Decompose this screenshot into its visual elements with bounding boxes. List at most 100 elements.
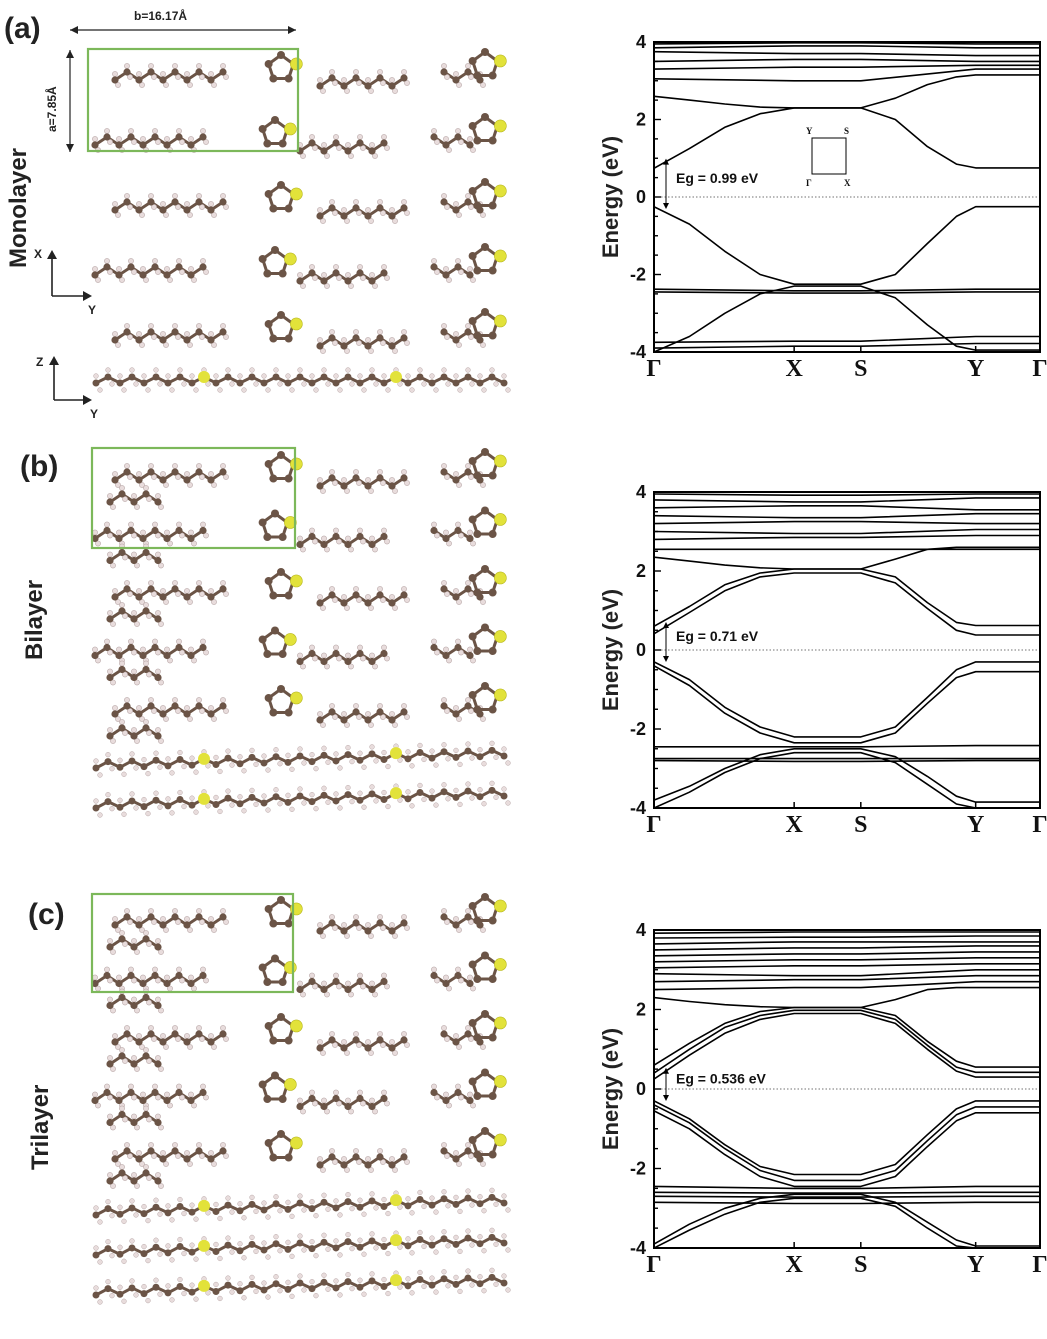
band-line-cb5	[654, 58, 1040, 63]
y-tick-label: -4	[630, 798, 646, 818]
band-line-cb10	[654, 951, 1040, 957]
band-line-cb5	[654, 534, 1040, 541]
panel-label-c: (c)	[28, 898, 65, 931]
band-line-cb4	[654, 986, 1040, 1009]
y-axis-title: Energy (eV)	[598, 1028, 623, 1150]
band-line-cb3	[654, 68, 1040, 82]
band-line-cb1	[654, 107, 1040, 169]
band-line-cb6	[654, 50, 1040, 57]
band-line-vb1	[654, 1100, 1040, 1176]
structure-top-view-2	[90, 892, 507, 1189]
band-line-cb6	[654, 528, 1040, 535]
axis-y2-label: Y	[90, 407, 98, 421]
lattice-b-arrow	[70, 26, 296, 34]
band-line-vb1	[654, 661, 1040, 738]
kpoint-label: Γ	[646, 356, 661, 382]
lattice-b-label: b=16.17Å	[134, 8, 187, 23]
band-line-cb2	[654, 74, 1040, 109]
y-tick-label: 0	[636, 187, 646, 207]
y-tick-label: -2	[630, 719, 646, 739]
band-line-vb8	[654, 1195, 1040, 1198]
band-line-cb9	[654, 956, 1040, 963]
structure-side-view-0	[92, 367, 511, 393]
band-line-vb2	[654, 1104, 1040, 1182]
y-axis-title: Energy (eV)	[598, 136, 623, 258]
y-tick-label: -2	[630, 1159, 646, 1179]
band-line-cb4	[654, 64, 1040, 70]
band-gap-arrow	[663, 621, 669, 662]
structure-side-view-1	[92, 740, 511, 818]
layer-label-bilayer: Bilayer	[21, 580, 48, 660]
band-line-cb8	[654, 962, 1040, 969]
y-tick-label: 2	[636, 1000, 646, 1020]
lattice-a-arrow	[66, 50, 74, 152]
band-gap-label: Eg = 0.99 eV	[676, 170, 759, 186]
band-line-vb5	[654, 744, 1040, 748]
y-tick-label: -2	[630, 265, 646, 285]
unit-cell-1	[90, 446, 297, 550]
axes-xy-icon	[47, 250, 92, 301]
y-tick-label: 4	[636, 32, 646, 52]
band-gap-label: Eg = 0.536 eV	[676, 1070, 767, 1086]
band-line-cb11	[654, 945, 1040, 951]
band-line-vb2	[654, 285, 1040, 352]
bz-point-label: Y	[806, 126, 813, 136]
band-line-cb9	[654, 504, 1040, 511]
band-line-cb3	[654, 546, 1040, 570]
band-line-vb1	[654, 205, 1040, 286]
kpoint-label: Y	[967, 356, 984, 382]
band-line-cb10	[654, 497, 1040, 503]
band-line-cb13	[654, 935, 1040, 939]
band-line-cb3	[654, 1006, 1040, 1068]
kpoint-label: Γ	[1032, 1252, 1047, 1278]
y-tick-label: -4	[630, 1238, 646, 1258]
band-line-vb7	[654, 759, 1040, 763]
axis-y-label: Y	[88, 303, 96, 317]
band-line-cb2	[654, 568, 1040, 627]
kpoint-label: X	[785, 812, 803, 838]
panel-label-a: (a)	[4, 12, 41, 45]
y-tick-label: 4	[636, 482, 646, 502]
band-line-cb12	[654, 941, 1040, 945]
y-tick-label: 4	[636, 920, 646, 940]
bz-point-label: S	[844, 126, 849, 136]
kpoint-label: Γ	[646, 1252, 661, 1278]
band-line-cb7	[654, 520, 1040, 525]
band-line-vb3	[654, 751, 1040, 808]
lattice-a-label: a=7.85Å	[44, 86, 59, 132]
band-line-vb9	[654, 1201, 1040, 1205]
band-line-vb5	[654, 1193, 1040, 1247]
y-tick-label: -4	[630, 342, 646, 362]
band-line-cb14	[654, 931, 1040, 934]
kpoint-label: S	[854, 356, 867, 382]
axis-z-label: Z	[36, 355, 43, 369]
brillouin-zone-inset: Y S Γ X	[806, 126, 851, 188]
band-line-cb7	[654, 968, 1040, 977]
panel-label-b: (b)	[20, 450, 58, 483]
band-gap-arrow	[663, 158, 669, 209]
band-line-vb4	[654, 747, 1040, 803]
kpoint-label: Γ	[646, 812, 661, 838]
axis-x-label: X	[34, 247, 42, 261]
band-line-cb1	[654, 572, 1040, 636]
kpoint-label: Γ	[1032, 812, 1047, 838]
band-line-cb11	[654, 493, 1040, 497]
y-tick-label: 2	[636, 561, 646, 581]
unit-cell-0	[86, 47, 300, 153]
band-line-cb6	[654, 974, 1040, 983]
band-gap-arrow	[663, 1067, 669, 1101]
band-line-vb6	[654, 342, 1040, 349]
band-line-vb5	[654, 335, 1040, 344]
kpoint-label: Y	[967, 1252, 984, 1278]
band-line-vb3	[654, 1110, 1040, 1188]
y-tick-label: 2	[636, 110, 646, 130]
band-line-cb8	[654, 512, 1040, 519]
band-line-cb7	[654, 45, 1040, 49]
band-line-vb3	[654, 288, 1040, 292]
kpoint-label: Y	[967, 812, 984, 838]
band-line-vb4	[654, 291, 1040, 294]
